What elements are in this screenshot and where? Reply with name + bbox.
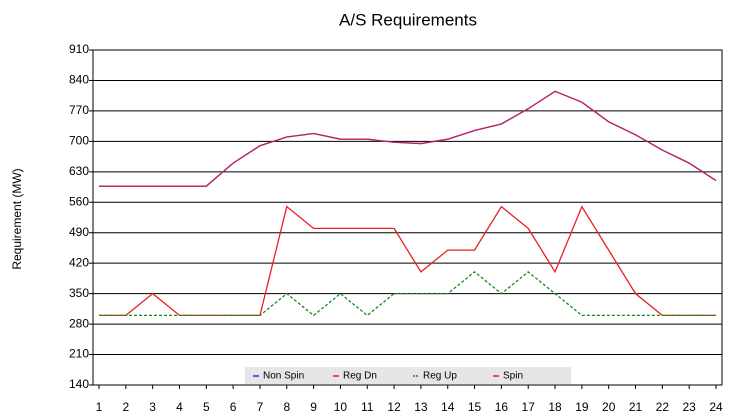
y-tick-label: 770 bbox=[69, 103, 89, 117]
x-tick-label: 8 bbox=[283, 400, 290, 414]
y-tick-label: 140 bbox=[69, 377, 89, 391]
legend: Non Spin Reg Dn Reg Up Spin bbox=[245, 367, 571, 384]
x-tick-label: 6 bbox=[230, 400, 237, 414]
x-tick-label: 9 bbox=[310, 400, 317, 414]
y-tick-label: 560 bbox=[69, 194, 89, 208]
legend-box bbox=[245, 367, 571, 384]
x-tick-label: 19 bbox=[575, 400, 589, 414]
series-line bbox=[99, 205, 716, 317]
y-tick-label: 700 bbox=[69, 134, 89, 148]
x-tick-label: 24 bbox=[709, 400, 723, 414]
y-tick-label: 910 bbox=[69, 42, 89, 56]
x-tick-label: 4 bbox=[176, 400, 183, 414]
y-tick-label: 210 bbox=[69, 347, 89, 361]
x-tick-label: 22 bbox=[656, 400, 670, 414]
x-tick-label: 10 bbox=[334, 400, 348, 414]
chart-title: A/S Requirements bbox=[339, 10, 477, 29]
x-tick-label: 3 bbox=[149, 400, 156, 414]
x-tick-label: 20 bbox=[602, 400, 616, 414]
x-tick-label: 14 bbox=[441, 400, 455, 414]
x-tick-label: 11 bbox=[361, 400, 374, 414]
x-tick-label: 17 bbox=[522, 400, 536, 414]
legend-label: Reg Up bbox=[423, 371, 457, 382]
x-tick-label: 16 bbox=[495, 400, 509, 414]
x-tick-label: 23 bbox=[682, 400, 696, 414]
y-tick-label: 350 bbox=[69, 286, 89, 300]
x-tick-label: 1 bbox=[96, 400, 103, 414]
x-tick-label: 13 bbox=[414, 400, 428, 414]
x-tick-label: 5 bbox=[203, 400, 210, 414]
x-tick-label: 12 bbox=[387, 400, 401, 414]
x-tick-label: 2 bbox=[122, 400, 129, 414]
legend-label: Non Spin bbox=[263, 371, 304, 382]
y-tick-label: 420 bbox=[69, 255, 89, 269]
x-tick-label: 7 bbox=[257, 400, 264, 414]
x-tick-label: 21 bbox=[629, 400, 643, 414]
series-line bbox=[99, 90, 717, 187]
y-axis-label: Requirement (MW) bbox=[10, 168, 24, 269]
y-tick-label: 490 bbox=[69, 225, 89, 239]
x-tick-label: 18 bbox=[548, 400, 562, 414]
y-tick-label: 280 bbox=[69, 316, 89, 330]
y-tick-label: 630 bbox=[69, 164, 89, 178]
y-tick-label: 840 bbox=[69, 73, 89, 87]
x-tick-label: 15 bbox=[468, 400, 482, 414]
series-line bbox=[99, 271, 716, 317]
legend-label: Reg Dn bbox=[343, 371, 377, 382]
legend-label: Spin bbox=[503, 371, 523, 382]
plot-frame bbox=[92, 49, 723, 386]
